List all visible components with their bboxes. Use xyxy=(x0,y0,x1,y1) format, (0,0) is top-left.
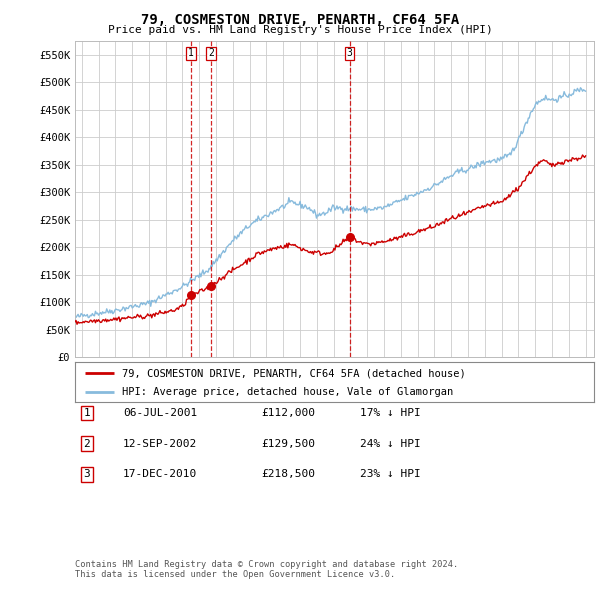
Text: £218,500: £218,500 xyxy=(261,470,315,479)
Text: 3: 3 xyxy=(83,470,91,479)
Text: 1: 1 xyxy=(188,48,194,58)
Text: 12-SEP-2002: 12-SEP-2002 xyxy=(123,439,197,448)
Text: 2: 2 xyxy=(83,439,91,448)
Text: 3: 3 xyxy=(347,48,353,58)
Text: Contains HM Land Registry data © Crown copyright and database right 2024.
This d: Contains HM Land Registry data © Crown c… xyxy=(75,560,458,579)
Text: £129,500: £129,500 xyxy=(261,439,315,448)
Text: 79, COSMESTON DRIVE, PENARTH, CF64 5FA: 79, COSMESTON DRIVE, PENARTH, CF64 5FA xyxy=(141,13,459,27)
Text: HPI: Average price, detached house, Vale of Glamorgan: HPI: Average price, detached house, Vale… xyxy=(122,386,453,396)
Text: 24% ↓ HPI: 24% ↓ HPI xyxy=(360,439,421,448)
Text: 17% ↓ HPI: 17% ↓ HPI xyxy=(360,408,421,418)
Text: 17-DEC-2010: 17-DEC-2010 xyxy=(123,470,197,479)
Text: 1: 1 xyxy=(83,408,91,418)
Text: Price paid vs. HM Land Registry's House Price Index (HPI): Price paid vs. HM Land Registry's House … xyxy=(107,25,493,35)
Text: 2: 2 xyxy=(208,48,214,58)
Text: £112,000: £112,000 xyxy=(261,408,315,418)
Text: 06-JUL-2001: 06-JUL-2001 xyxy=(123,408,197,418)
Text: 23% ↓ HPI: 23% ↓ HPI xyxy=(360,470,421,479)
Text: 79, COSMESTON DRIVE, PENARTH, CF64 5FA (detached house): 79, COSMESTON DRIVE, PENARTH, CF64 5FA (… xyxy=(122,368,466,378)
